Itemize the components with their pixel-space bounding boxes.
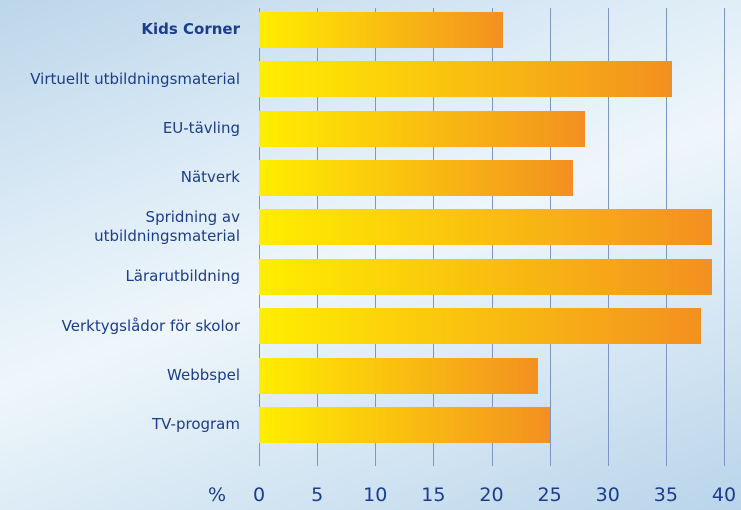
y-tick-label: Verktygslådor för skolor [61, 316, 240, 335]
bar [259, 308, 701, 345]
x-tick-label: 15 [421, 484, 446, 506]
bar [259, 209, 713, 246]
y-tick-label: TV-program [152, 415, 240, 434]
y-tick-label: Virtuellt utbildningsmaterial [30, 69, 240, 88]
y-tick-label: Spridning av utbildningsmaterial [94, 208, 240, 246]
x-tick-label: 20 [479, 484, 504, 506]
x-axis-label: % [208, 484, 227, 506]
bar [259, 110, 585, 147]
grid-line [724, 8, 725, 466]
x-tick-label: 40 [711, 484, 737, 506]
x-tick-label: 30 [595, 484, 620, 506]
y-tick-label: Kids Corner [141, 20, 240, 39]
y-tick-label: Lärarutbildning [125, 267, 240, 286]
bar [259, 357, 538, 394]
x-tick-label: 25 [537, 484, 562, 506]
y-tick-label: EU-tävling [162, 119, 240, 137]
x-tick-label: 0 [252, 484, 266, 506]
y-tick-label: Nätverk [180, 168, 240, 187]
y-tick-label: Webbspel [167, 366, 240, 384]
x-tick-label: 35 [653, 484, 678, 506]
bar [259, 11, 504, 48]
x-tick-label: 10 [363, 484, 388, 506]
x-tick-label: 5 [311, 484, 324, 506]
bar [259, 159, 573, 196]
bar [259, 258, 713, 295]
bar [259, 406, 550, 443]
bar [259, 61, 672, 98]
